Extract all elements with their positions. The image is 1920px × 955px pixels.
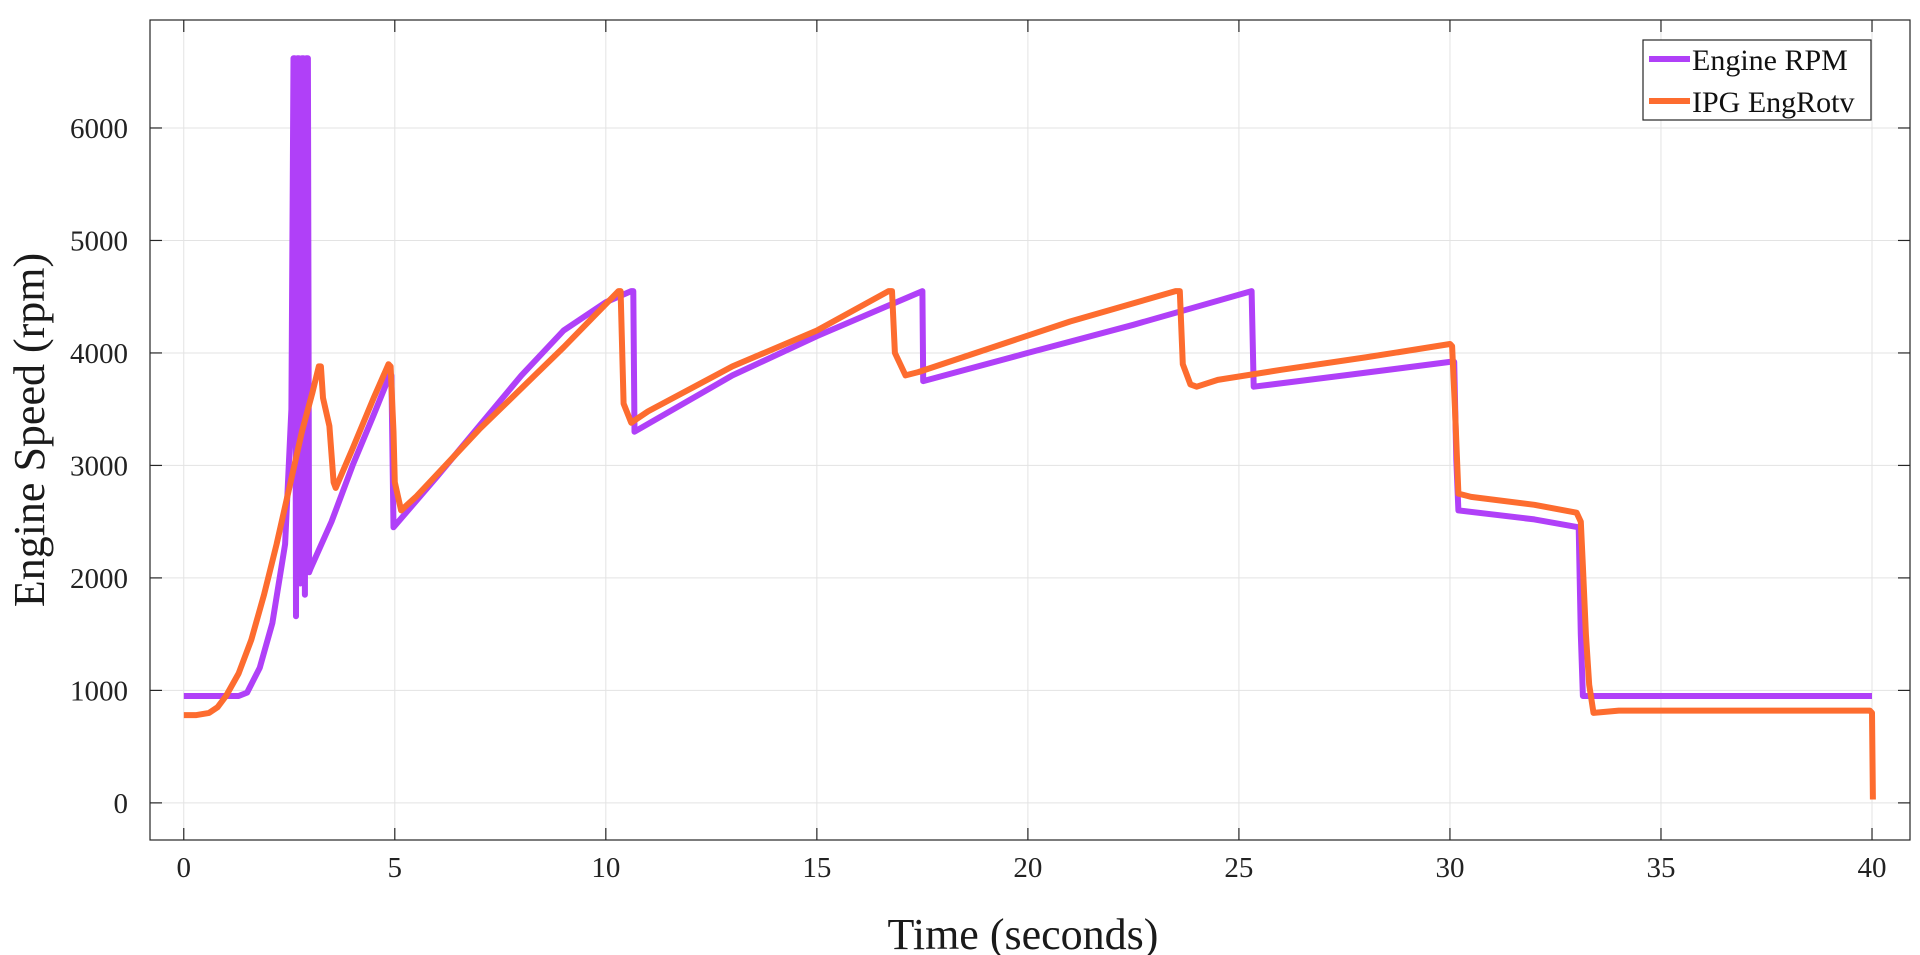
x-tick-label: 5 [388,852,403,884]
series-layer [183,55,1876,800]
y-tick-label: 0 [114,788,129,820]
ticks [150,20,1910,840]
y-tick-label: 3000 [70,450,128,482]
x-tick-label: 15 [802,852,831,884]
y-tick-label: 5000 [70,225,128,257]
x-tick-label: 20 [1013,852,1042,884]
y-tick-label: 1000 [70,675,128,707]
x-axis-label: Time (seconds) [888,910,1159,955]
x-tick-label: 10 [591,852,620,884]
legend-label-ipg-engrotv: IPG EngRotv [1692,86,1855,119]
y-axis-label: Engine Speed (rpm) [5,253,54,607]
legend-label-engine-rpm: Engine RPM [1692,44,1848,77]
x-tick-label: 40 [1858,852,1887,884]
legend-box [1642,39,1872,121]
legend: Engine RPM IPG EngRotv [1642,39,1872,121]
grid [150,20,1910,840]
y-tick-label: 6000 [70,113,128,145]
tick-labels: 0 5 10 15 20 25 30 35 40 0 1000 2000 3000 4000 5000 600… [70,113,1887,884]
series-line-ipg-engrotv [183,288,1876,800]
series-line-engine-rpm [183,55,1872,699]
plot-frame [149,19,1911,841]
x-tick-label: 35 [1646,852,1675,884]
y-tick-label: 4000 [70,338,128,370]
x-tick-label: 30 [1435,852,1464,884]
y-tick-label: 2000 [70,563,128,595]
x-tick-label: 25 [1224,852,1253,884]
x-tick-label: 0 [177,852,192,884]
